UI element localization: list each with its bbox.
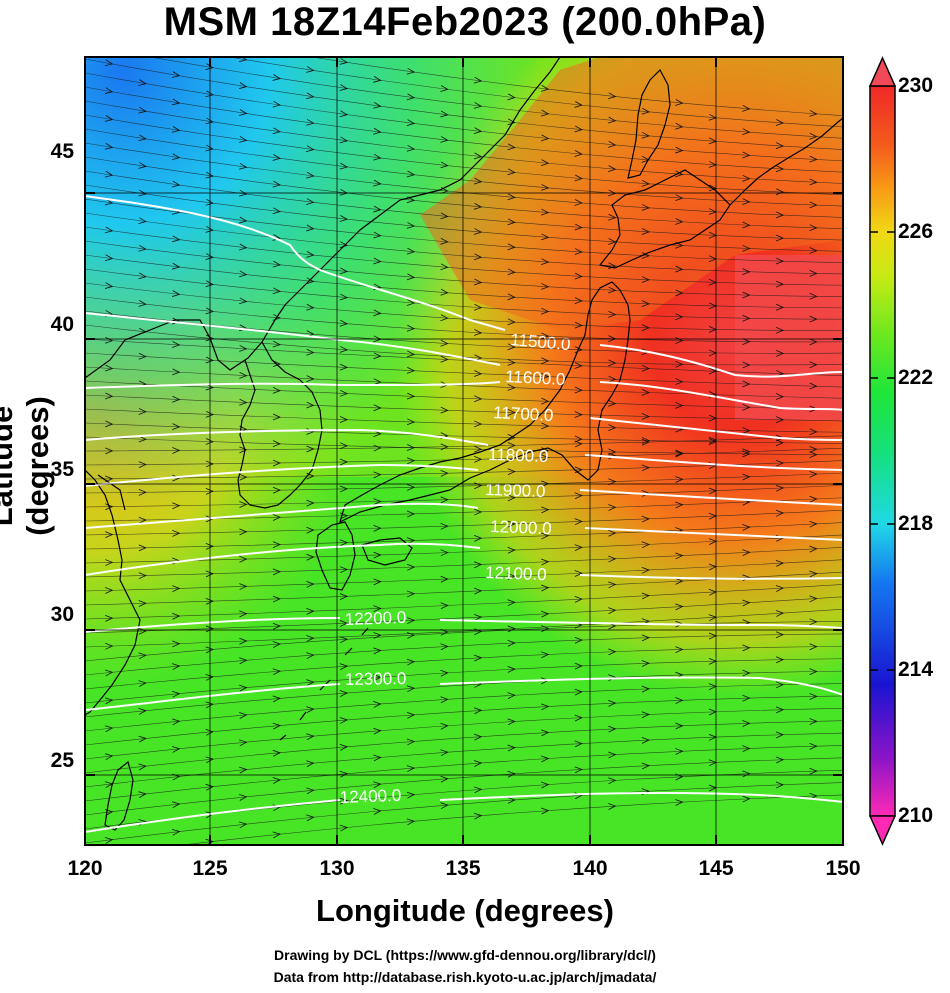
colorbar-max-arrow <box>868 56 897 87</box>
contour-label: 12300.0 <box>345 669 407 689</box>
colorbar-min-arrow <box>868 815 897 846</box>
y-tick-label: 35 <box>50 458 74 481</box>
map-title: MSM 18Z14Feb2023 (200.0hPa) <box>163 0 767 44</box>
y-tick-label: 25 <box>50 749 74 772</box>
contour-label: 12000.0 <box>490 517 552 538</box>
y-tick-label: 40 <box>50 313 74 336</box>
graticule <box>85 57 843 845</box>
wind-streamlines <box>85 57 843 845</box>
plot-frame <box>84 56 844 846</box>
credit-data: Data from http://database.rish.kyoto-u.a… <box>273 969 657 985</box>
x-axis-label: Longitude (degrees) <box>316 893 614 928</box>
contour-label: 11700.0 <box>493 403 554 425</box>
colorbar-tick-label: 230 <box>898 74 934 97</box>
colorbar-tick-label: 210 <box>898 804 934 827</box>
contour-label: 11600.0 <box>505 367 566 389</box>
colorbar-tick-label: 214 <box>898 658 934 681</box>
y-axis-label: Latitude (degrees) <box>0 396 55 536</box>
x-tick-label: 140 <box>572 857 608 880</box>
x-tick-label: 130 <box>319 857 355 880</box>
contour-label: 12100.0 <box>485 563 547 584</box>
y-tick-label: 30 <box>50 603 74 626</box>
y-tick-label: 45 <box>50 140 74 163</box>
x-tick-label: 145 <box>698 857 734 880</box>
x-tick-label: 120 <box>67 857 103 880</box>
contour-label: 11800.0 <box>488 445 549 466</box>
contour-label: 11900.0 <box>485 480 546 501</box>
colorbar <box>868 56 897 846</box>
x-tick-label: 125 <box>192 857 228 880</box>
colorbar-tick-label: 218 <box>898 512 934 535</box>
height-contours <box>85 195 843 833</box>
credit-drawing: Drawing by DCL (https://www.gfd-dennou.o… <box>274 947 656 963</box>
contour-label: 12200.0 <box>344 608 406 629</box>
colorbar-tick-label: 222 <box>898 366 934 389</box>
contour-labels: 11500.0 11600.0 11700.0 11800.0 11900.0 … <box>339 330 571 807</box>
colorbar-tick-label: 226 <box>898 220 934 243</box>
contour-label: 12400.0 <box>339 786 401 807</box>
x-tick-label: 135 <box>445 857 481 880</box>
x-tick-label: 150 <box>825 857 861 880</box>
